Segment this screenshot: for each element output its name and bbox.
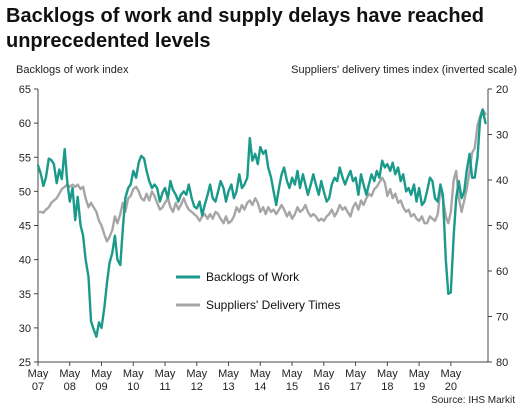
chart-title: Backlogs of work and supply delays have …	[6, 5, 484, 52]
x-tick-label-month: May	[345, 368, 366, 380]
x-tick-label-month: May	[59, 368, 80, 380]
legend-delivery-label: Suppliers' Delivery Times	[206, 298, 340, 312]
left-tick-label: 55	[19, 152, 31, 164]
x-tick-label-month: May	[282, 368, 303, 380]
right-tick-label: 20	[496, 84, 508, 96]
left-tick-label: 40	[19, 255, 31, 267]
x-tick-label-month: May	[440, 368, 461, 380]
right-tick-label: 70	[496, 312, 508, 324]
suppliers-delivery-times-line	[36, 108, 487, 243]
x-tick-label-year: 14	[254, 381, 266, 393]
x-tick-label-year: 20	[445, 381, 457, 393]
x-tick-label-year: 19	[413, 381, 425, 393]
right-tick-label: 80	[496, 357, 508, 369]
x-tick-label-year: 17	[349, 381, 361, 393]
right-tick-label: 30	[496, 130, 508, 142]
left-tick-label: 25	[19, 357, 31, 369]
x-tick-label-year: 15	[286, 381, 298, 393]
right-axis-title: Suppliers' delivery times index (inverte…	[291, 64, 517, 76]
x-tick-label-year: 08	[64, 381, 76, 393]
x-tick-label-month: May	[186, 368, 207, 380]
backlogs-of-work-line	[36, 108, 487, 338]
x-tick-label-month: May	[377, 368, 398, 380]
x-tick-label-month: May	[123, 368, 144, 380]
right-tick-label: 40	[496, 175, 508, 187]
x-tick-label-month: May	[250, 368, 271, 380]
x-tick-label-year: 11	[159, 381, 170, 393]
chart-legend: Backlogs of Work Suppliers' Delivery Time…	[176, 270, 340, 312]
left-tick-label: 35	[19, 289, 31, 301]
x-tick-label-month: May	[313, 368, 334, 380]
left-axis-title: Backlogs of work index	[16, 64, 129, 76]
left-tick-label: 30	[19, 323, 31, 335]
x-tick-label-month: May	[155, 368, 176, 380]
legend-backlogs-label: Backlogs of Work	[206, 270, 300, 284]
x-tick-label-month: May	[409, 368, 430, 380]
left-tick-label: 65	[19, 84, 31, 96]
x-tick-label-month: May	[91, 368, 112, 380]
x-tick-label-year: 10	[127, 381, 139, 393]
left-tick-label: 45	[19, 221, 31, 233]
left-tick-label: 60	[19, 118, 31, 130]
chart-lines	[36, 108, 487, 338]
x-tick-label-year: 16	[318, 381, 330, 393]
x-tick-label-year: 12	[191, 381, 203, 393]
x-tick-label-month: May	[28, 368, 49, 380]
right-tick-label: 60	[496, 266, 508, 278]
left-tick-label: 50	[19, 186, 31, 198]
x-tick-label-year: 18	[381, 381, 393, 393]
right-tick-label: 50	[496, 221, 508, 233]
x-tick-label-year: 13	[222, 381, 234, 393]
x-tick-label-year: 07	[32, 381, 44, 393]
x-tick-label-year: 09	[95, 381, 107, 393]
source-note: Source: IHS Markit	[431, 395, 515, 406]
x-tick-label-month: May	[218, 368, 239, 380]
